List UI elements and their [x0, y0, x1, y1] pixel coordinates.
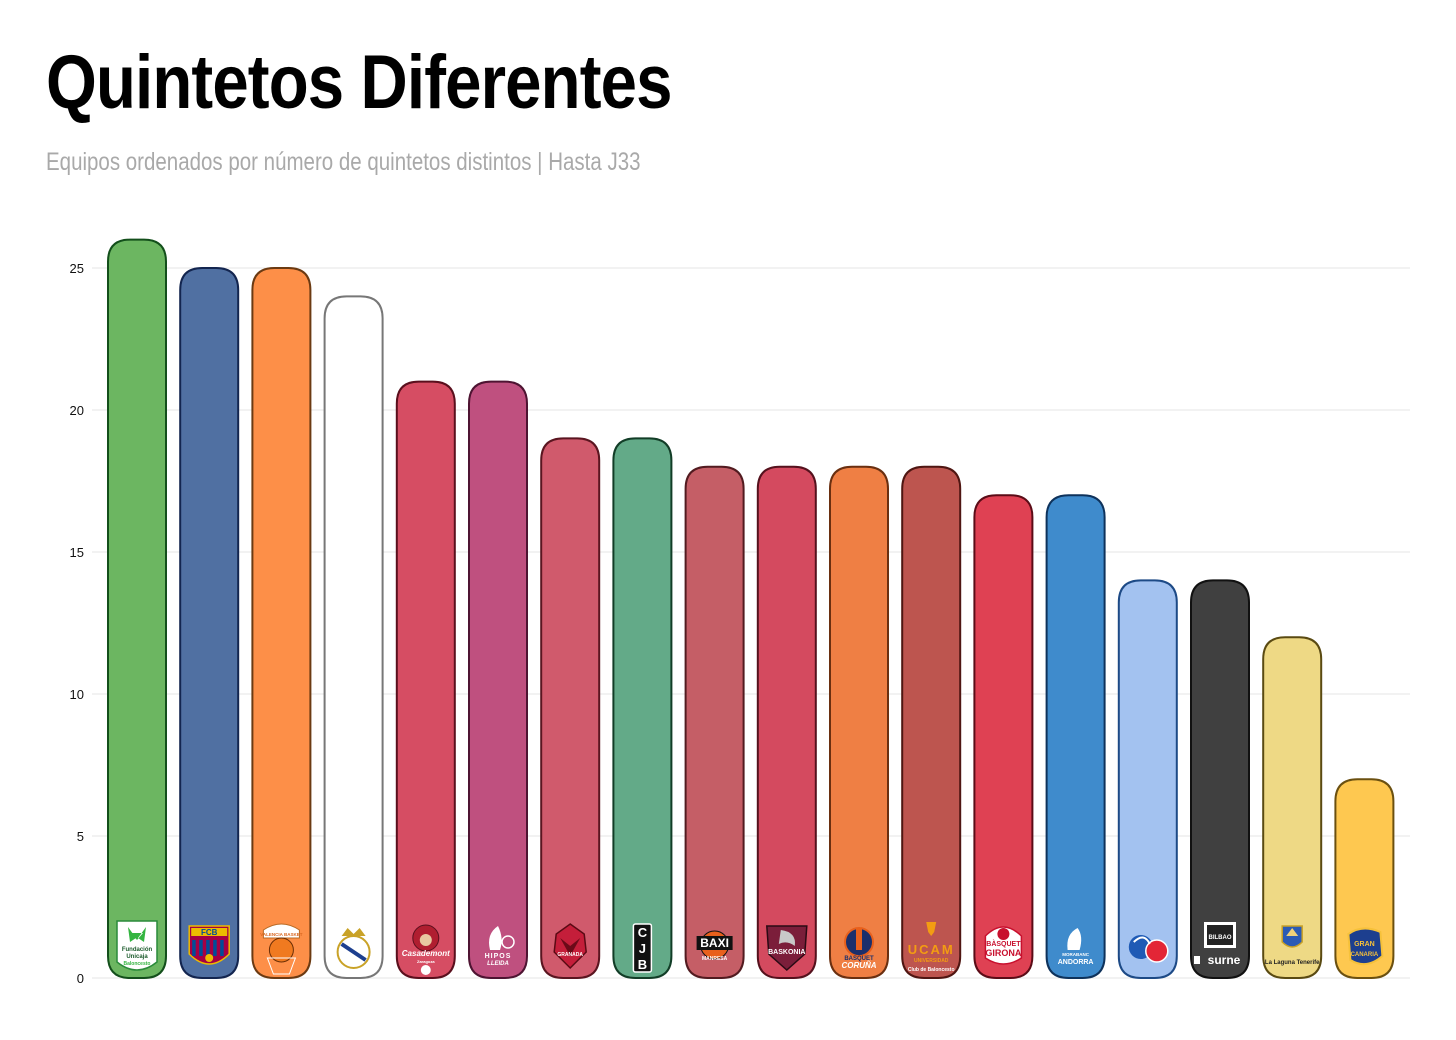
- y-tick-label: 25: [70, 261, 84, 276]
- svg-text:Casademont: Casademont: [402, 949, 450, 958]
- bar: [973, 494, 1034, 979]
- svg-text:BAXI: BAXI: [700, 936, 729, 950]
- bar: [829, 465, 889, 979]
- svg-text:BILBAO: BILBAO: [1209, 935, 1232, 941]
- bars: [107, 238, 1395, 979]
- svg-text:HIPOS: HIPOS: [485, 953, 512, 960]
- bilbao-logo: BILBAO surne: [1194, 922, 1241, 967]
- svg-text:MANRESA: MANRESA: [702, 956, 728, 962]
- bar: [1190, 579, 1250, 979]
- svg-text:MORABANC: MORABANC: [1062, 952, 1089, 957]
- svg-text:CORUÑA: CORUÑA: [841, 961, 876, 970]
- svg-text:GRANADA: GRANADA: [557, 952, 583, 958]
- y-tick-label: 20: [70, 403, 84, 418]
- y-tick-label: 0: [77, 971, 84, 986]
- bar: [1334, 778, 1395, 979]
- barcelona-logo: FCB: [188, 925, 230, 965]
- y-tick-label: 10: [70, 687, 84, 702]
- bar: [684, 465, 745, 979]
- svg-text:LLEIDA: LLEIDA: [487, 961, 509, 967]
- bar: [612, 437, 673, 979]
- svg-text:Fundación: Fundación: [122, 947, 153, 953]
- bar: [1045, 494, 1106, 979]
- bar: [251, 267, 312, 979]
- y-axis: 0 5 10 15 20 25: [70, 261, 84, 986]
- bar: [901, 465, 962, 979]
- joventut-logo: CJB: [632, 923, 653, 973]
- real-madrid-logo: [336, 928, 371, 969]
- bar: [395, 380, 456, 979]
- bar: [540, 437, 601, 979]
- svg-text:Zaragoza: Zaragoza: [417, 959, 435, 964]
- svg-text:Unicaja: Unicaja: [126, 954, 148, 960]
- y-tick-label: 5: [77, 829, 84, 844]
- tenerife-logo: La Laguna Tenerife: [1265, 925, 1320, 966]
- svg-text:UNIVERSIDAD: UNIVERSIDAD: [914, 958, 949, 964]
- granada-logo: GRANADA: [553, 923, 587, 970]
- svg-text:GRAN: GRAN: [1354, 941, 1375, 948]
- svg-text:surne: surne: [1208, 953, 1241, 967]
- bar: [179, 267, 240, 979]
- svg-text:B: B: [638, 957, 647, 972]
- svg-text:GIRONA: GIRONA: [985, 948, 1022, 958]
- svg-text:FCB: FCB: [201, 928, 218, 937]
- svg-text:Club de Baloncesto: Club de Baloncesto: [908, 967, 955, 973]
- bar: [107, 238, 167, 979]
- svg-text:J: J: [639, 941, 646, 956]
- bar: [323, 295, 384, 979]
- svg-text:BÀSQUET: BÀSQUET: [986, 939, 1021, 948]
- svg-text:CANARIA: CANARIA: [1351, 952, 1379, 958]
- page-title: Quintetos Diferentes: [46, 40, 672, 125]
- bar: [1117, 579, 1178, 979]
- breogan-logo: [1128, 935, 1169, 963]
- bar: [468, 380, 528, 979]
- bar: [756, 465, 817, 979]
- y-tick-label: 15: [70, 545, 84, 560]
- manresa-logo: BAXI MANRESA: [696, 930, 733, 962]
- andorra-logo: MORABANC ANDORRA: [1058, 928, 1094, 966]
- svg-text:Baloncesto: Baloncesto: [124, 961, 151, 967]
- valencia-logo: VALENCIA BASKET: [260, 923, 303, 975]
- svg-text:C: C: [638, 925, 648, 940]
- svg-text:La Laguna Tenerife: La Laguna Tenerife: [1265, 960, 1320, 966]
- svg-text:VALENCIA BASKET: VALENCIA BASKET: [260, 932, 303, 937]
- gran-canaria-logo: GRAN CANARIA: [1347, 927, 1384, 966]
- svg-text:BASQUET: BASQUET: [844, 956, 874, 962]
- bar: [1262, 636, 1323, 979]
- svg-text:ANDORRA: ANDORRA: [1058, 959, 1094, 966]
- svg-text:BASKONIA: BASKONIA: [768, 949, 805, 956]
- baskonia-logo: BASKONIA: [765, 925, 808, 972]
- svg-text:UCAM: UCAM: [908, 942, 955, 957]
- page-subtitle: Equipos ordenados por número de quinteto…: [46, 148, 641, 176]
